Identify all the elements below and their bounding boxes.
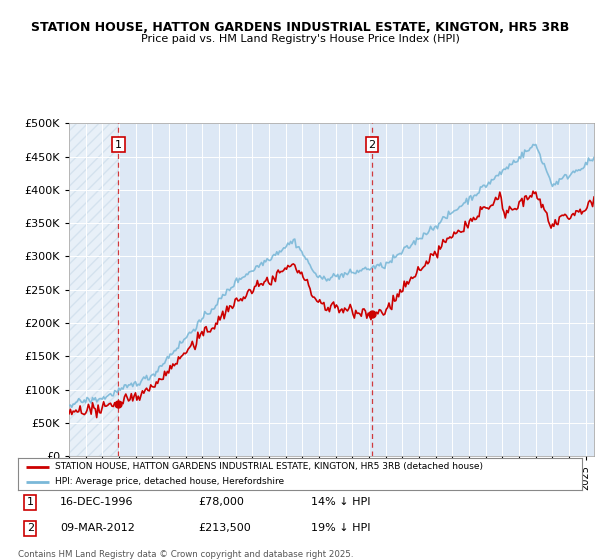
Text: 1: 1 (27, 497, 34, 507)
Text: STATION HOUSE, HATTON GARDENS INDUSTRIAL ESTATE, KINGTON, HR5 3RB (detached hous: STATION HOUSE, HATTON GARDENS INDUSTRIAL… (55, 462, 482, 471)
Text: 1: 1 (115, 139, 122, 150)
Text: 2: 2 (368, 139, 376, 150)
Text: £78,000: £78,000 (199, 497, 244, 507)
Text: Price paid vs. HM Land Registry's House Price Index (HPI): Price paid vs. HM Land Registry's House … (140, 34, 460, 44)
Text: 2: 2 (27, 523, 34, 533)
Text: Contains HM Land Registry data © Crown copyright and database right 2025.
This d: Contains HM Land Registry data © Crown c… (18, 550, 353, 560)
Text: 19% ↓ HPI: 19% ↓ HPI (311, 523, 371, 533)
Text: 16-DEC-1996: 16-DEC-1996 (60, 497, 134, 507)
Text: 14% ↓ HPI: 14% ↓ HPI (311, 497, 371, 507)
Text: £213,500: £213,500 (199, 523, 251, 533)
Text: HPI: Average price, detached house, Herefordshire: HPI: Average price, detached house, Here… (55, 477, 284, 487)
Bar (69, 123, 118, 456)
Text: 09-MAR-2012: 09-MAR-2012 (60, 523, 135, 533)
Text: STATION HOUSE, HATTON GARDENS INDUSTRIAL ESTATE, KINGTON, HR5 3RB: STATION HOUSE, HATTON GARDENS INDUSTRIAL… (31, 21, 569, 34)
